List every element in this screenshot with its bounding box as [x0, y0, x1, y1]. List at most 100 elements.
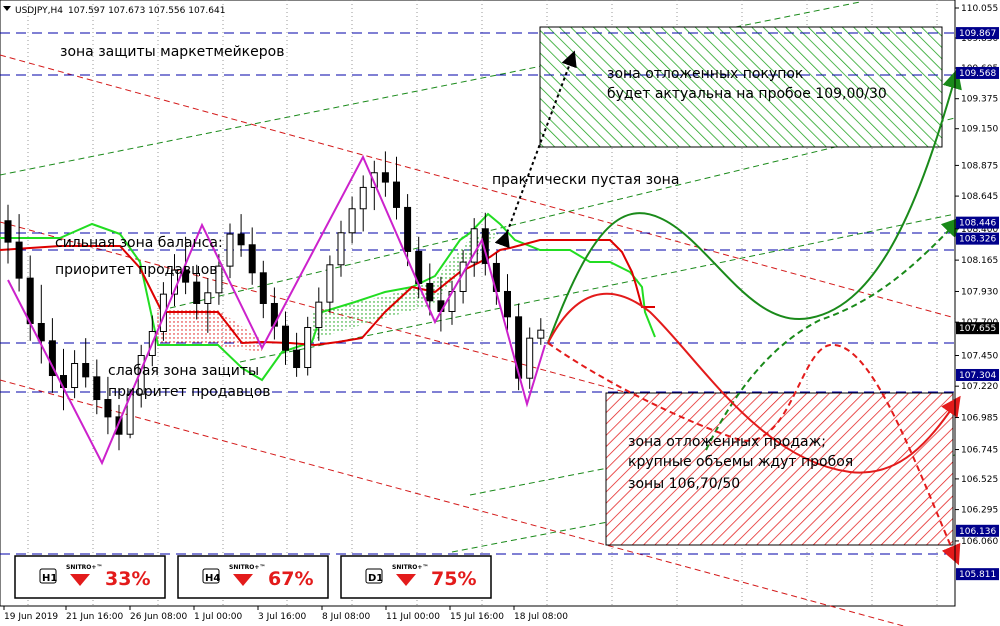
mm-zone-label: зона защиты маркетмейкеров [60, 44, 284, 60]
time-tick-label: 1 Jul 00:00 [194, 612, 243, 622]
level-price-text: 108.326 [959, 235, 996, 245]
level-price-text: 109.568 [959, 69, 996, 79]
ohlc-readout: 107.597 107.673 107.556 107.641 [68, 6, 225, 16]
level-price-text: 107.304 [959, 371, 996, 381]
zigzag-line [7, 154, 546, 466]
candle [193, 264, 201, 320]
candle [326, 255, 334, 313]
candle [215, 254, 223, 305]
candle [393, 156, 400, 220]
candle [93, 359, 101, 415]
level-label-boxes: 109.867 109.568 108.446 108.326 107.655 107.3… [956, 27, 999, 581]
price-tick-label: 107.450 [961, 352, 998, 362]
level-price-label: 106.136 [956, 524, 999, 537]
price-tick-label: 108.875 [961, 161, 998, 171]
time-tick-label: 11 Jul 00:00 [386, 612, 440, 622]
time-tick-label: 26 Jun 08:00 [130, 612, 187, 622]
level-price-label: 109.867 [956, 27, 999, 40]
buy-zone-label-1: зона отложенных покупок [607, 66, 803, 82]
candle [237, 214, 245, 257]
level-price-text: 106.136 [959, 527, 996, 537]
level-price-label: 109.568 [956, 66, 999, 79]
candle [37, 284, 45, 364]
sell-arrow-icon [233, 574, 253, 586]
price-tick-label: 106.985 [961, 414, 998, 424]
price-tick-label: 108.645 [961, 192, 998, 202]
forecast-red-dashed [547, 342, 961, 566]
timeframe-badge-icon [202, 568, 220, 584]
sell-zone [605, 392, 954, 546]
level-price-text: 109.867 [959, 29, 996, 39]
signal-panel-h4[interactable]: H4 SNITRO+™ 67% [177, 555, 329, 599]
candle [381, 151, 389, 197]
signal-percent: 67% [268, 568, 313, 590]
level-price-text: 107.655 [959, 324, 996, 334]
buy-zone-label-2: будет актуальна на пробое 109,00/30 [607, 86, 887, 102]
sell-zone-label-2: крупные объемы ждут пробоя [628, 454, 853, 470]
candlestick-series [4, 151, 545, 451]
price-tick-label: 108.165 [961, 256, 998, 266]
time-tick-label: 18 Jul 08:00 [514, 612, 568, 622]
timeframe-label: H1 [42, 573, 57, 584]
candle [348, 196, 356, 244]
candle [537, 318, 545, 345]
price-tick-label: 110.055 [961, 4, 998, 14]
level-price-text: 108.446 [959, 219, 996, 229]
candle [293, 332, 301, 377]
candle [526, 327, 534, 389]
candle [426, 263, 434, 316]
level-price-label: 108.446 [956, 216, 999, 229]
timeframe-label: H4 [205, 573, 220, 584]
time-tick-label: 8 Jul 08:00 [322, 612, 371, 622]
symbol-label: USDJPY,H4 [15, 6, 63, 16]
candle [226, 223, 234, 279]
timeframe-label: D1 [368, 573, 383, 584]
time-tick-label: 3 Jul 16:00 [258, 612, 307, 622]
timeframe-badge-icon [39, 568, 57, 584]
empty-zone-label: практически пустая зона [492, 172, 679, 188]
weak-zone-label-2: приоритет продавцов [108, 384, 271, 400]
candle [370, 160, 378, 211]
forecast-green-path [547, 68, 962, 344]
forecast-green-dashed [705, 216, 962, 451]
time-tick-label: 21 Jun 16:00 [66, 612, 123, 622]
candle [82, 338, 90, 388]
price-tick-label: 106.295 [961, 506, 998, 516]
price-tick-label: 106.060 [961, 537, 998, 547]
candle [248, 227, 256, 285]
time-axis: 19 Jun 2019 21 Jun 16:00 26 Jun 08:00 1 Jul… [3, 606, 568, 622]
kumo-red [0, 239, 655, 347]
level-price-label: 105.811 [956, 568, 999, 581]
level-price-label: 107.304 [956, 368, 999, 381]
price-tick-label: 106.745 [961, 446, 998, 456]
candle [259, 260, 267, 319]
level-price-text: 105.811 [959, 570, 996, 580]
signal-panel-h1[interactable]: H1 SNITRO+™ 33% [14, 555, 166, 599]
annotations: зона защиты маркетмейкеров зона отложенн… [55, 44, 887, 492]
candle [71, 350, 79, 399]
candle [481, 212, 489, 276]
price-tick-label: 107.220 [961, 382, 998, 392]
balance-label-2: приоритет продавцов [55, 262, 218, 278]
candle [48, 318, 56, 393]
price-axis: 110.055109.830109.605109.375109.150108.8… [954, 0, 998, 606]
current-price-label: 107.655 [956, 322, 999, 335]
candle [104, 376, 112, 435]
signal-panel-d1[interactable]: D1 SNITRO+™ 75% [340, 555, 492, 599]
candle [504, 274, 511, 331]
balance-label-1: сильная зона баланса: [55, 235, 223, 251]
cloud-green-fill [312, 232, 500, 340]
candle [159, 282, 167, 341]
sell-zone-label-3: зоны 106,70/50 [628, 476, 740, 492]
candle [359, 175, 367, 232]
level-price-label: 108.326 [956, 232, 999, 245]
sell-zone-label-1: зона отложенных продаж; [628, 434, 826, 450]
price-tick-label: 108.400 [961, 225, 998, 235]
sell-arrow-icon [70, 574, 90, 586]
candle [115, 404, 123, 451]
candle [470, 218, 478, 277]
candle [4, 204, 12, 264]
candle [15, 214, 23, 292]
time-tick-label: 19 Jun 2019 [4, 612, 58, 622]
